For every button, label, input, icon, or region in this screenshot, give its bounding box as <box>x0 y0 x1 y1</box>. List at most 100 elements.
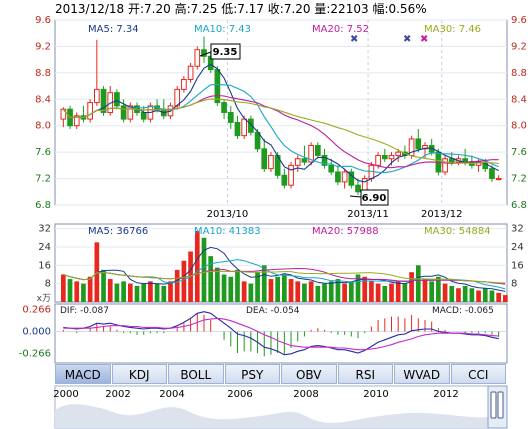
volume-ma-legend: MA5: 36766 MA10: 41383 MA20: 57988 MA30: 54… <box>88 226 491 237</box>
volume-bar <box>101 269 106 302</box>
price-tick-right: 9.2 <box>511 41 527 52</box>
candle-body <box>93 88 100 104</box>
high-label: 高: <box>174 2 191 16</box>
volume-bar <box>148 281 153 302</box>
volume-ma30-line <box>63 270 506 284</box>
candle-body <box>308 145 314 163</box>
time-axis: 2013/10 2013/11 2013/12 <box>207 209 463 220</box>
volume-bar <box>61 274 66 302</box>
tab-obv[interactable]: OBV <box>281 364 337 384</box>
price-tick-left: 6.8 <box>35 200 51 211</box>
price-markers: ✖ ✖ ✖ <box>350 34 428 45</box>
overview-year: 2006 <box>227 389 252 400</box>
volume-bar <box>375 283 381 302</box>
candle-body <box>187 65 194 80</box>
volume-ma-label: MA30: 54884 <box>424 226 491 237</box>
volume-bar <box>181 260 187 302</box>
price-tick-right: 9.6 <box>511 15 527 26</box>
tab-macd[interactable]: MACD <box>55 364 111 384</box>
volume-bar <box>462 285 468 302</box>
candle-body <box>241 118 248 137</box>
time-tick: 2013/12 <box>421 209 463 220</box>
volume-bar <box>362 276 368 302</box>
price-tick-right: 7.2 <box>511 174 527 185</box>
overview-year: 2012 <box>433 389 458 400</box>
event-marker-icon[interactable]: ✖ <box>420 34 428 45</box>
volume-bar <box>81 283 86 302</box>
high-value: 7.25 <box>190 2 218 16</box>
candle-body <box>314 145 321 156</box>
low-value: 7.17 <box>237 2 264 16</box>
volume-bar <box>235 269 240 302</box>
price-tick-right: 6.8 <box>511 200 527 211</box>
volume-bar <box>127 283 133 302</box>
price-tick-right: 8.0 <box>511 121 527 132</box>
volume-bar <box>302 283 307 302</box>
low-annotation-box <box>360 189 389 206</box>
candle-body <box>321 154 328 166</box>
tab-kdj[interactable]: KDJ <box>111 364 167 384</box>
volume-bar <box>208 256 214 302</box>
time-tick: 2013/10 <box>207 209 249 220</box>
volume-bar <box>67 279 73 302</box>
volume-ma-label: MA5: 36766 <box>88 226 148 237</box>
candle-body <box>348 171 355 186</box>
candle-body <box>114 92 120 107</box>
candle-body <box>422 145 428 150</box>
volume-bar <box>409 272 414 302</box>
high-annotation: 9.35 <box>199 43 241 60</box>
volume-bar <box>335 279 341 302</box>
volume-bar <box>161 285 167 302</box>
candle-body <box>120 105 127 120</box>
tab-wvad[interactable]: WVAD <box>394 364 450 384</box>
candle-body <box>301 158 308 163</box>
right-drag-handle[interactable] <box>497 391 504 419</box>
candle-body <box>335 171 341 183</box>
volume-bar <box>87 276 93 302</box>
volume-bar <box>429 281 435 302</box>
price-tick-left: 7.6 <box>35 147 51 158</box>
volume-bar <box>315 285 321 302</box>
overview-year-labels: 2000 2002 2004 2006 2008 2010 2012 <box>53 389 458 400</box>
candle-body <box>442 158 448 173</box>
candle-body <box>73 115 80 127</box>
tab-cci[interactable]: CCI <box>450 364 506 384</box>
volume-bar <box>261 265 267 302</box>
volume-bar <box>436 276 441 302</box>
volume-bar <box>74 281 80 302</box>
volume-bar <box>174 269 180 302</box>
close-label: 收: <box>267 2 284 16</box>
indicator-tabs: MACD KDJ BOLL PSY OBV RSI WVAD CCI <box>55 364 507 384</box>
tab-boll[interactable]: BOLL <box>168 364 224 384</box>
volume-bar <box>355 274 361 302</box>
volume-bar <box>141 283 147 302</box>
volume-bar <box>342 283 347 302</box>
volume-tick-left: 32 <box>38 224 51 235</box>
volume-ma-label: MA20: 57988 <box>312 226 379 237</box>
volume-label: 量: <box>314 2 331 16</box>
price-ma-label: MA30: 7.46 <box>424 24 481 35</box>
tab-rsi[interactable]: RSI <box>337 364 393 384</box>
macd-tick: 0.000 <box>22 327 51 338</box>
volume-axis: 32 32 24 24 16 16 8 8 <box>38 224 523 290</box>
dea-label: DEA: -0.054 <box>246 306 300 316</box>
event-marker-icon[interactable]: ✖ <box>350 34 358 45</box>
candle-body <box>201 49 207 57</box>
volume-bar <box>456 288 461 302</box>
volume-bar <box>228 276 234 302</box>
volume-value: 22103 <box>330 2 369 16</box>
left-drag-handle[interactable] <box>490 391 497 419</box>
volume-bar <box>369 281 374 302</box>
event-marker-icon[interactable]: ✖ <box>403 34 411 45</box>
volume-bar <box>215 267 220 302</box>
volume-bar <box>489 290 495 302</box>
time-tick: 2013/11 <box>347 209 389 220</box>
volume-bar <box>348 281 354 302</box>
change-label: 幅: <box>372 2 389 16</box>
high-annotation-text: 9.35 <box>213 47 238 58</box>
tab-psy[interactable]: PSY <box>224 364 280 384</box>
overview-year: 2000 <box>53 389 78 400</box>
volume-bar <box>476 290 481 302</box>
price-tick-left: 9.2 <box>35 41 51 52</box>
volume-bar <box>442 283 448 302</box>
